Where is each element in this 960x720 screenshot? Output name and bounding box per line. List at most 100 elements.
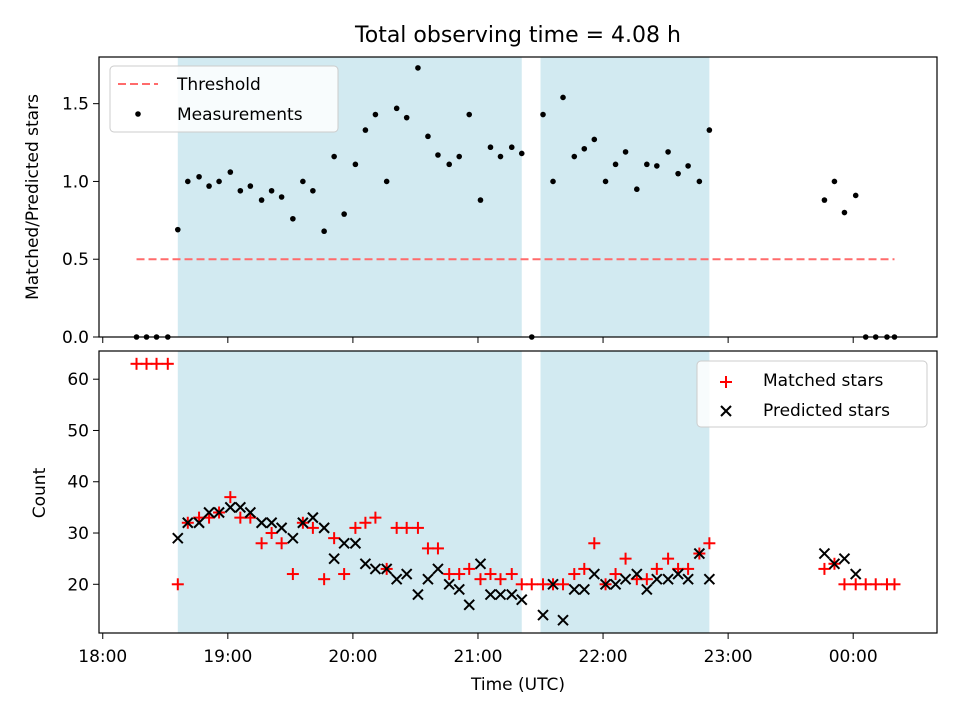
matched-stars-point (588, 537, 601, 550)
matched-stars-point (171, 578, 184, 591)
measurement-point (290, 215, 296, 222)
predicted-stars-point (318, 522, 330, 534)
matched-stars-point (140, 357, 153, 370)
measurement-point (278, 194, 285, 200)
matched-legend-label: Matched stars (763, 371, 883, 391)
observing-interval-shade (540, 351, 710, 633)
predicted-stars-point (400, 568, 413, 580)
x-tick-label: 21:00 (453, 647, 502, 667)
count-panel: 20 30 40 50 60 18:00 19:00 20:00 21:00 22:00 23:0… (30, 350, 938, 695)
predicted-stars-point (255, 517, 268, 529)
matched-stars-point (640, 573, 653, 586)
measurement-point (487, 144, 494, 151)
observing-interval-shade (177, 351, 522, 633)
matched-stars-point (463, 562, 476, 575)
time-x-axis: 18:00 19:00 20:00 21:00 22:00 23:00 00:00 (78, 633, 878, 667)
matched-stars-point (849, 578, 862, 591)
matched-stars-point (161, 357, 174, 370)
predicted-stars-point (506, 588, 518, 601)
x-tick-label: 18:00 (78, 647, 127, 667)
measurement-point (300, 178, 306, 185)
predicted-stars-point (474, 558, 487, 570)
y-tick-label: 30 (67, 524, 89, 544)
predicted-stars-point (193, 517, 205, 529)
measurement-point (665, 149, 671, 155)
predicted-stars-point (631, 568, 643, 580)
matched-stars-point (525, 578, 538, 591)
measurement-point (372, 111, 379, 118)
y-tick-label: 50 (67, 421, 89, 441)
measurement-point (362, 127, 369, 133)
x-axis-label: Time (UTC) (470, 675, 565, 695)
predicted-legend-swatch (720, 405, 732, 417)
predicted-stars-point (182, 517, 194, 529)
predicted-stars-point (682, 573, 694, 585)
predicted-stars-point (432, 563, 444, 575)
predicted-stars-point (463, 599, 475, 611)
predicted-stars-point (568, 583, 580, 596)
predicted-stars-point (203, 506, 215, 519)
predicted-stars-point (828, 558, 841, 570)
measurement-point (696, 178, 703, 185)
matched-stars-point (557, 578, 570, 591)
x-tick-label: 00:00 (829, 647, 878, 667)
predicted-stars-point (443, 578, 455, 590)
measurement-point (852, 192, 859, 199)
matched-stars-point (255, 537, 268, 550)
predicted-stars-point (297, 517, 309, 529)
measurement-point (644, 161, 650, 168)
measurement-point (415, 65, 421, 71)
matched-stars-point (537, 578, 550, 591)
measurements-legend-label: Measurements (177, 105, 303, 125)
predicted-stars-point (265, 517, 278, 529)
predicted-stars-point (672, 568, 684, 580)
measurement-point (268, 187, 275, 194)
matched-stars-point (286, 568, 299, 581)
predicted-stars-point (651, 573, 663, 585)
matched-stars-point (505, 568, 518, 581)
measurements-legend-swatch (135, 111, 141, 117)
predicted-stars-point (422, 573, 434, 585)
measurement-point (560, 94, 566, 101)
predicted-stars-point (390, 573, 403, 585)
measurement-point (185, 178, 191, 185)
measurement-point (540, 111, 546, 118)
measurement-point (383, 178, 390, 185)
measurement-point (321, 228, 327, 235)
ratio-y-axis: 0.0 0.5 1.0 1.5 (62, 95, 99, 348)
matched-stars-point (390, 521, 403, 534)
matched-stars-point (431, 542, 444, 555)
ratio-panel: 0.0 0.5 1.0 1.5 Matched/Predicted stars Thr… (23, 56, 938, 348)
measurement-point (227, 169, 234, 175)
shaded-intervals (177, 351, 710, 633)
matched-stars-point (443, 568, 456, 581)
matched-stars-point (453, 568, 466, 581)
x-tick-label: 22:00 (579, 647, 628, 667)
measurement-point (477, 197, 484, 203)
measurement-point (612, 161, 619, 168)
measurement-point (841, 209, 848, 216)
matched-stars-point (869, 578, 882, 591)
measurement-point (237, 187, 244, 194)
predicted-stars-point (380, 563, 393, 575)
matched-stars-point (400, 521, 413, 534)
matched-stars-point (838, 578, 851, 591)
measurement-point (446, 161, 453, 168)
predicted-stars-point (359, 558, 372, 570)
measurement-point (247, 183, 254, 189)
predicted-stars-point (537, 609, 549, 621)
predicted-stars-point (328, 552, 340, 565)
ratio-y-axis-label: Matched/Predicted stars (23, 94, 43, 300)
predicted-stars-point (838, 552, 851, 565)
predicted-stars-point (547, 578, 559, 590)
measurement-point (685, 163, 691, 169)
ratio-legend: Threshold Measurements (109, 65, 339, 133)
count-plot-area (130, 357, 901, 626)
measurement-point (591, 136, 598, 143)
measurement-point (331, 153, 337, 160)
matched-stars-point (609, 568, 622, 581)
predicted-stars-point (213, 506, 225, 519)
predicted-stars-point (619, 573, 632, 585)
matched-legend-swatch (720, 376, 732, 388)
matched-stars-point (369, 511, 382, 524)
